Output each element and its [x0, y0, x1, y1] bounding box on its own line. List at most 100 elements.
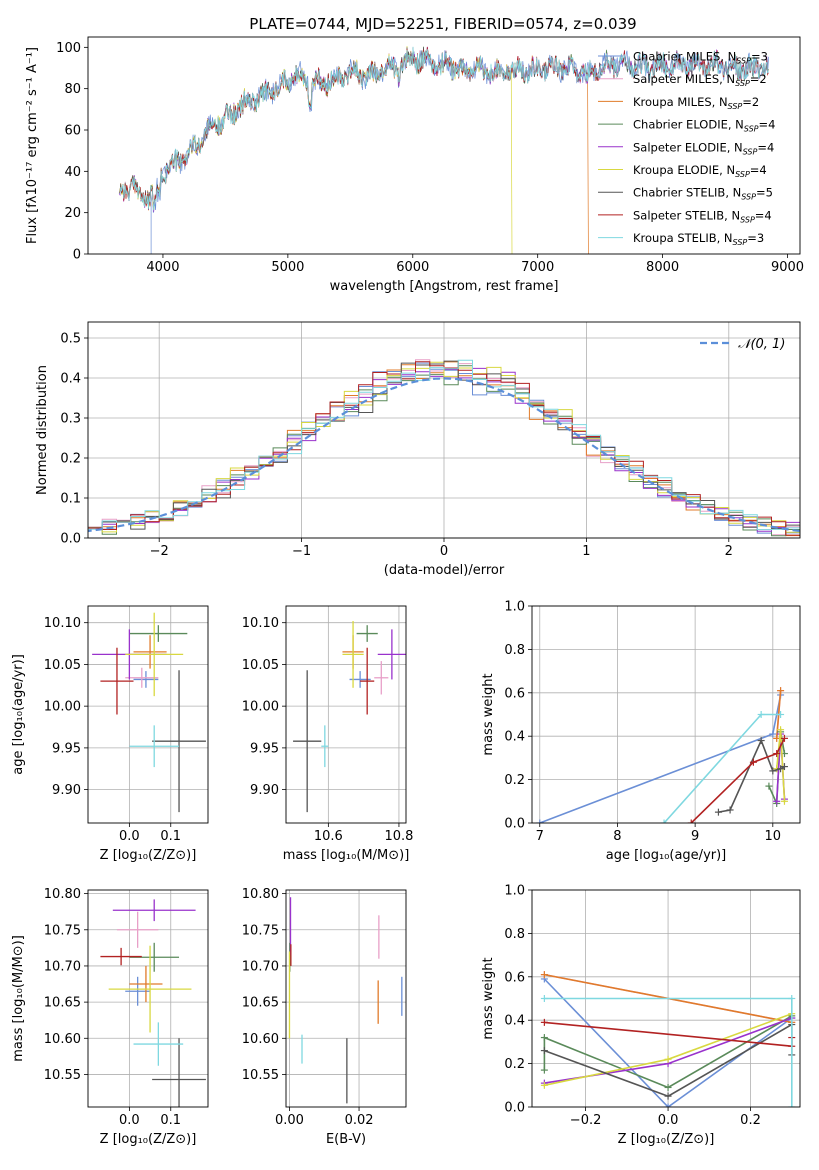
x-axis-label: E(B-V): [326, 1132, 366, 1147]
legend-label: Kroupa STELIB, NSSP=3: [633, 231, 764, 247]
y-tick-label: 10.65: [242, 996, 279, 1011]
x-axis-label: age [log₁₀(age/yr)]: [606, 848, 727, 863]
x-tick-label: 5000: [271, 260, 304, 275]
panel-spectrum: 4000 5000 6000 7000 8000 9000 0 20 40 60 80 100 wave…: [25, 36, 804, 294]
x-tick-label: 8: [613, 829, 621, 844]
y-tick-label: 10.60: [44, 1032, 81, 1047]
legend-nssp: =4: [750, 163, 767, 177]
legend-label: 𝒩(0, 1): [738, 337, 785, 352]
x-tick-label: 0.0: [658, 1113, 679, 1128]
x-axis-label: (data-model)/error: [384, 563, 505, 578]
legend-label: Salpeter STELIB, NSSP=4: [633, 208, 772, 224]
x-tick-label: 0.0: [119, 829, 140, 844]
y-axis-label: age [log₁₀(age/yr)]: [11, 654, 26, 775]
y-tick-label: 40: [64, 165, 81, 180]
legend-subscript: SSP: [743, 147, 758, 156]
legend-subscript: SSP: [728, 102, 743, 111]
axes-frame: [87, 321, 801, 539]
x-tick-label: −1: [292, 544, 311, 559]
legend-subscript: SSP: [733, 238, 748, 247]
y-axis-label: Flux [fλ10⁻¹⁷ erg cm⁻² s⁻¹ A⁻¹]: [25, 47, 40, 244]
legend-subscript: SSP: [740, 215, 755, 224]
x-tick-label: 10.8: [384, 829, 413, 844]
y-tick-label: 0.2: [504, 773, 525, 788]
y-tick-label: 10.00: [44, 700, 81, 715]
plot-area: [293, 621, 406, 813]
legend-label: Salpeter MILES, NSSP=2: [633, 72, 767, 88]
axes-frame: [87, 605, 209, 824]
y-tick-label: 10.75: [242, 923, 279, 938]
panel-age-vs-mass: 10.6 10.8 9.90 9.95 10.00 10.05 10.10 mass [log…: [242, 605, 413, 863]
legend-nssp: =2: [750, 72, 767, 86]
x-tick-label: −0.2: [570, 1113, 602, 1128]
y-tick-label: 10.05: [242, 658, 279, 673]
legend-nssp: =4: [757, 140, 774, 154]
x-tick-label: 0: [440, 544, 448, 559]
panel-age-vs-Z: 0.0 0.1 9.90 9.95 10.00 10.05 10.10 Z [log₁₀(Z/…: [11, 605, 209, 863]
y-tick-label: 10.60: [242, 1032, 279, 1047]
x-tick-label: 0.2: [740, 1113, 761, 1128]
y-tick-label: 0.3: [60, 412, 81, 427]
y-axis-label: mass [log₁₀(M/M⊙)]: [11, 935, 26, 1062]
legend-subscript: SSP: [741, 193, 756, 202]
weight-line: [539, 694, 782, 823]
y-tick-label: 10.05: [44, 658, 81, 673]
y-tick-label: 0.4: [60, 372, 81, 387]
y-tick-label: 0.6: [504, 686, 525, 701]
x-tick-label: −2: [150, 544, 169, 559]
x-tick-label: 0.1: [160, 829, 181, 844]
x-axis-label: Z [log₁₀(Z/Z⊙)]: [100, 1132, 197, 1147]
panel-mass-vs-EBV: 0.00 0.02 10.55 10.60 10.65 10.70 10.75 10.80 E(…: [242, 887, 407, 1147]
x-axis-label: Z [log₁₀(Z/Z⊙)]: [100, 848, 197, 863]
x-tick-label: 9000: [771, 260, 804, 275]
x-tick-label: 7: [536, 829, 544, 844]
axes-frame: [531, 889, 801, 1108]
y-tick-label: 0.8: [504, 643, 525, 658]
legend-label: Chabrier MILES, NSSP=3: [633, 50, 768, 66]
panel-mass-weight-vs-Z: −0.2 0.0 0.2 0.0 0.2 0.4 0.6 0.8 1.0 Z [log₁₀(Z/Z…: [481, 884, 801, 1147]
axes-frame: [531, 605, 801, 824]
plot-area: [118, 46, 769, 254]
y-tick-label: 9.90: [52, 783, 81, 798]
y-tick-label: 100: [56, 41, 81, 56]
y-tick-label: 0.4: [504, 730, 525, 745]
legend-label: Salpeter ELODIE, NSSP=4: [633, 140, 774, 156]
y-tick-label: 10.55: [242, 1068, 279, 1083]
y-axis-label: Normed distribution: [35, 365, 50, 495]
y-tick-label: 10.65: [44, 996, 81, 1011]
y-tick-label: 0.0: [60, 532, 81, 547]
y-tick-label: 9.95: [250, 741, 279, 756]
plot-area: [540, 971, 796, 1107]
y-axis-label: mass weight: [481, 673, 496, 755]
y-tick-label: 0.5: [60, 332, 81, 347]
y-tick-label: 0.0: [504, 1101, 525, 1116]
legend-subscript: SSP: [735, 170, 750, 179]
y-axis-label: mass weight: [481, 957, 496, 1039]
spectrum-legend: Chabrier MILES, NSSP=3 Salpeter MILES, NS…: [598, 50, 775, 247]
x-tick-label: 0.1: [160, 1113, 181, 1128]
legend-subscript: SSP: [744, 125, 759, 134]
y-tick-label: 10.80: [44, 887, 81, 902]
y-tick-label: 0.6: [504, 970, 525, 985]
y-tick-label: 10.75: [44, 923, 81, 938]
x-tick-label: 1: [582, 544, 590, 559]
spectrum-line: [119, 46, 769, 211]
x-axis-label: wavelength [Angstrom, rest frame]: [330, 279, 559, 294]
y-tick-label: 1.0: [504, 884, 525, 899]
legend-nssp: =5: [756, 186, 773, 200]
y-tick-label: 0.0: [504, 817, 525, 832]
axes-frame: [87, 889, 209, 1108]
plot-area: [536, 687, 788, 823]
y-tick-label: 9.95: [52, 741, 81, 756]
panel-mass-weight-vs-age: 7 8 9 10 0.0 0.2 0.4 0.6 0.8 1.0 age [log₁₀(age/yr…: [481, 600, 801, 863]
legend-nssp: =2: [742, 95, 759, 109]
axes-frame: [87, 36, 801, 255]
x-tick-label: 2: [725, 544, 733, 559]
panel-residuals: −2 −1 0 1 2 0.0 0.1 0.2 0.3 0.4 0.5 (data-model)/er…: [35, 321, 801, 578]
x-tick-label: 9: [691, 829, 699, 844]
plot-area: [288, 897, 403, 1104]
plot-area: [88, 359, 800, 537]
x-tick-label: 8000: [646, 260, 679, 275]
y-tick-label: 1.0: [504, 600, 525, 615]
